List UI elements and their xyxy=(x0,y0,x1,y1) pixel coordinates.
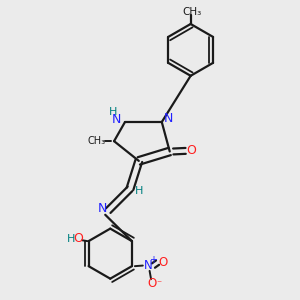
Text: H: H xyxy=(135,186,144,196)
Text: N: N xyxy=(112,112,122,126)
Text: ⁻: ⁻ xyxy=(156,279,161,289)
Text: O: O xyxy=(147,277,157,290)
Text: O: O xyxy=(158,256,167,269)
Text: O: O xyxy=(73,232,83,245)
Text: N: N xyxy=(144,259,152,272)
Text: CH₃: CH₃ xyxy=(182,7,201,16)
Text: H: H xyxy=(109,107,117,117)
Text: CH₃: CH₃ xyxy=(87,136,106,146)
Text: O: O xyxy=(186,144,196,158)
Text: N: N xyxy=(164,112,173,125)
Text: H: H xyxy=(67,234,76,244)
Text: +: + xyxy=(149,255,158,265)
Text: N: N xyxy=(98,202,108,215)
